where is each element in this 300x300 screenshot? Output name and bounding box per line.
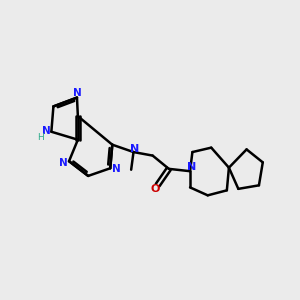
Text: N: N xyxy=(112,164,121,174)
Text: N: N xyxy=(73,88,82,98)
Text: N: N xyxy=(59,158,68,168)
Text: N: N xyxy=(187,162,196,172)
Text: O: O xyxy=(151,184,160,194)
Text: N: N xyxy=(130,144,139,154)
Text: N: N xyxy=(42,126,50,136)
Text: H: H xyxy=(37,133,44,142)
